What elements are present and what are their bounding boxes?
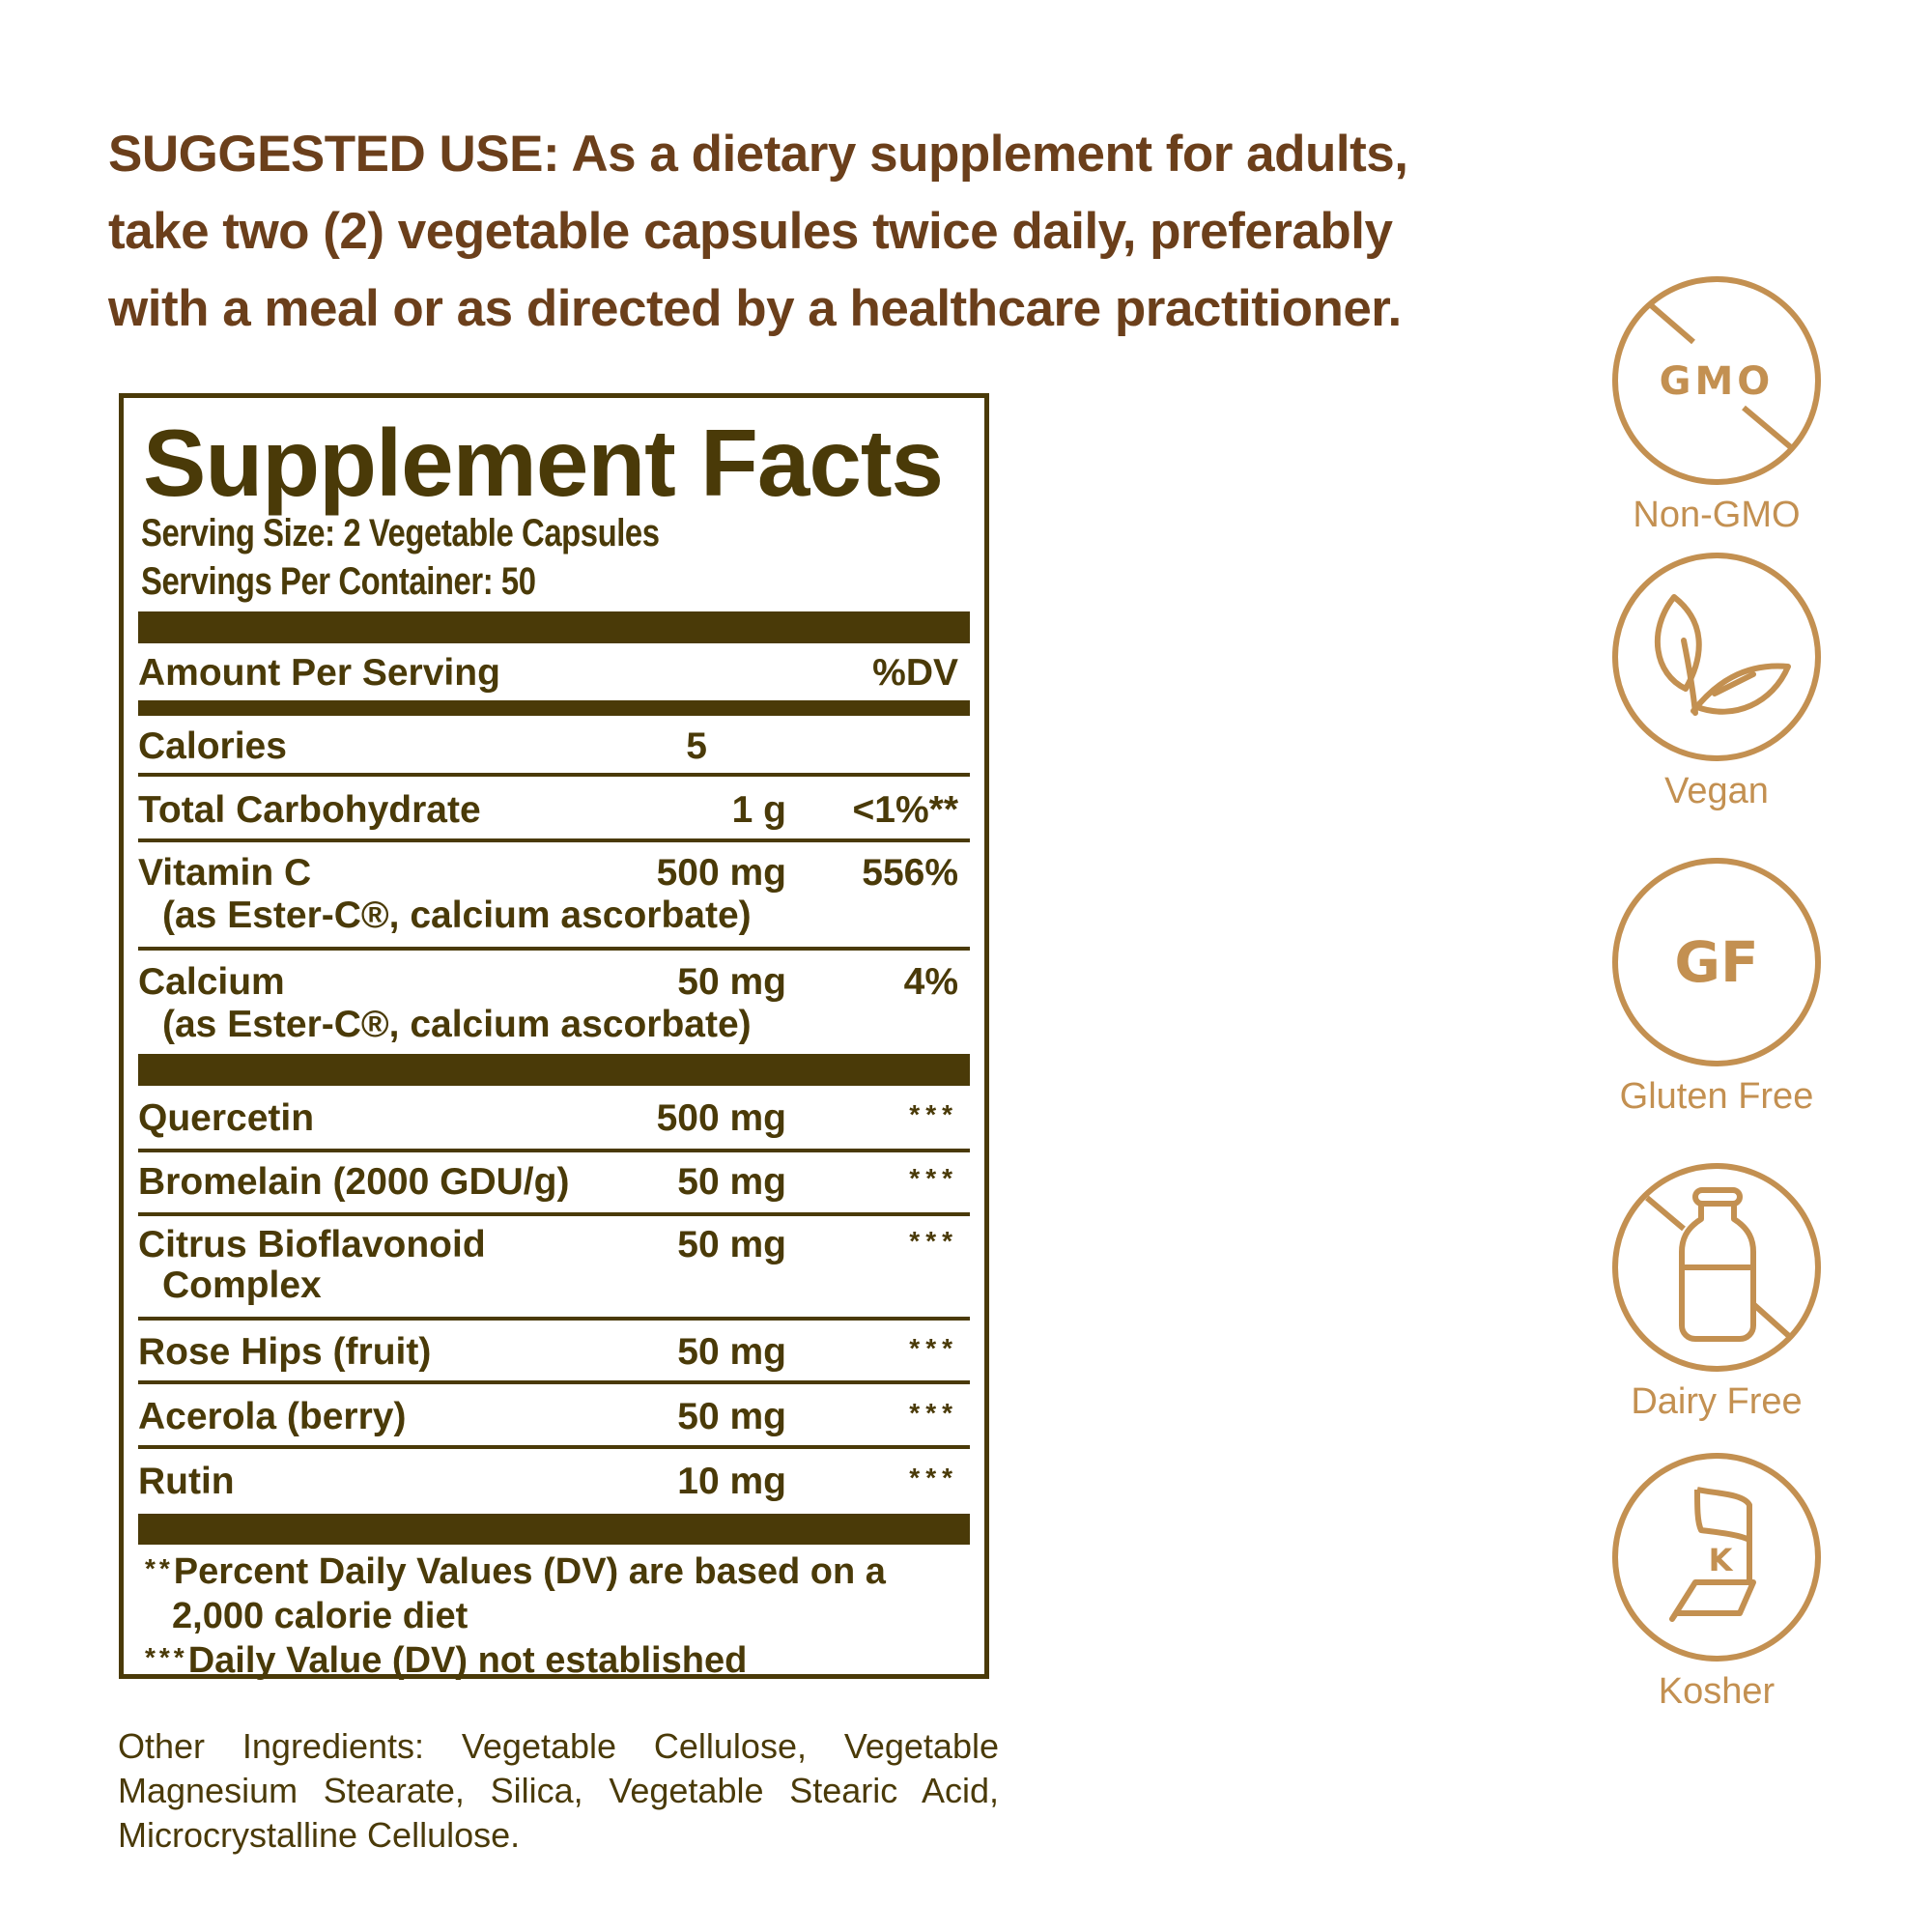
thick-divider: [138, 1054, 970, 1086]
ingredient-name: Rose Hips (fruit): [138, 1331, 432, 1373]
supplement-facts-panel: Supplement Facts Serving Size: 2 Vegetab…: [119, 393, 989, 1682]
row-divider: [138, 1380, 970, 1384]
badge-kosher: K Kosher: [1608, 1449, 1825, 1713]
footnote-dv-basis-cont: 2,000 calorie diet: [172, 1596, 469, 1636]
nutrient-amount: 1 g: [731, 789, 786, 831]
header-row: Amount Per Serving %DV: [138, 644, 970, 702]
row-divider: [138, 773, 970, 777]
row-divider: [138, 1317, 970, 1321]
ingredient-dv: ***: [909, 1398, 958, 1428]
gluten-free-icon: GF: [1612, 858, 1821, 1066]
svg-text:GF: GF: [1674, 929, 1758, 995]
table-row: Acerola (berry) 50 mg ***: [138, 1388, 970, 1446]
nutrient-name: Calcium: [138, 961, 285, 1003]
badge-label: Non-GMO: [1633, 495, 1801, 535]
nutrient-name: Vitamin C: [138, 852, 312, 894]
badge-label: Kosher: [1658, 1671, 1776, 1712]
servings-per-container: Servings Per Container: 50: [141, 560, 536, 603]
table-row: Calcium (as Ester-C®, calcium ascorbate)…: [138, 955, 970, 1062]
ingredient-amount: 500 mg: [656, 1097, 786, 1139]
badge-non-gmo: GMO Non-GMO: [1608, 272, 1825, 536]
footnote-text: Percent Daily Values (DV) are based on a: [173, 1551, 886, 1592]
ingredient-dv: ***: [909, 1226, 958, 1256]
nutrient-amount: 5: [686, 725, 707, 767]
ingredient-name: Acerola (berry): [138, 1396, 407, 1437]
nutrient-amount: 50 mg: [677, 961, 786, 1003]
table-row: Total Carbohydrate 1 g <1%**: [138, 781, 970, 839]
badge-label: Dairy Free: [1631, 1381, 1803, 1422]
ingredient-dv: ***: [909, 1333, 958, 1363]
ingredient-amount: 50 mg: [677, 1161, 786, 1203]
nutrient-dv: <1%**: [852, 789, 959, 831]
badge-label: Gluten Free: [1619, 1076, 1814, 1117]
ingredient-dv: ***: [909, 1463, 958, 1492]
row-divider: [138, 838, 970, 842]
suggested-use-line: with a meal or as directed by a healthca…: [108, 280, 1402, 337]
vegan-leaf-icon: [1612, 553, 1821, 761]
ingredient-amount: 50 mg: [677, 1396, 786, 1437]
row-divider: [138, 947, 970, 951]
footnote-dv-basis: **Percent Daily Values (DV) are based on…: [145, 1551, 886, 1593]
badge-dairy-free: Dairy Free: [1608, 1159, 1825, 1423]
table-row: Vitamin C (as Ester-C®, calcium ascorbat…: [138, 846, 970, 952]
table-row: Rose Hips (fruit) 50 mg ***: [138, 1323, 970, 1381]
non-gmo-icon: GMO: [1612, 276, 1821, 485]
footnote-marker: ***: [145, 1642, 188, 1672]
ingredient-dv: ***: [909, 1099, 958, 1129]
thick-divider: [138, 1514, 970, 1545]
serving-size: Serving Size: 2 Vegetable Capsules: [141, 512, 660, 554]
footnote-dv-not-established: ***Daily Value (DV) not established: [145, 1640, 747, 1682]
table-row: Citrus Bioflavonoid Complex 50 mg ***: [138, 1219, 970, 1321]
table-row: Bromelain (2000 GDU/g) 50 mg ***: [138, 1153, 970, 1211]
kosher-icon: K: [1612, 1453, 1821, 1662]
suggested-use-line: SUGGESTED USE: As a dietary supplement f…: [108, 126, 1408, 183]
table-row: Rutin 10 mg ***: [138, 1453, 970, 1511]
medium-divider: [138, 700, 970, 716]
amount-per-serving-label: Amount Per Serving: [138, 652, 500, 694]
ingredient-name-cont: Complex: [162, 1264, 322, 1306]
nutrient-source: (as Ester-C®, calcium ascorbate): [162, 895, 752, 936]
nutrient-dv: 4%: [903, 961, 958, 1003]
nutrient-source: (as Ester-C®, calcium ascorbate): [162, 1004, 752, 1045]
nutrient-amount: 500 mg: [656, 852, 786, 894]
ingredient-name: Bromelain (2000 GDU/g): [138, 1161, 570, 1203]
ingredient-name: Rutin: [138, 1461, 235, 1502]
table-row: Quercetin 500 mg ***: [138, 1090, 970, 1148]
nutrient-name: Calories: [138, 725, 287, 767]
row-divider: [138, 1212, 970, 1216]
ingredient-name: Citrus Bioflavonoid: [138, 1224, 486, 1265]
table-row: Calories 5: [138, 718, 970, 776]
nutrient-dv: 556%: [862, 852, 958, 894]
ingredient-name: Quercetin: [138, 1097, 315, 1139]
suggested-use-line: take two (2) vegetable capsules twice da…: [108, 203, 1393, 260]
footnote-text: Daily Value (DV) not established: [187, 1640, 748, 1681]
footnote-marker: **: [145, 1553, 174, 1583]
nutrient-name: Total Carbohydrate: [138, 789, 481, 831]
row-divider: [138, 1149, 970, 1152]
dv-header-label: %DV: [872, 652, 958, 694]
badge-vegan: Vegan: [1608, 549, 1825, 812]
row-divider: [138, 1445, 970, 1449]
suggested-use-text: SUGGESTED USE: As a dietary supplement f…: [108, 116, 1538, 348]
dairy-free-bottle-icon: [1612, 1163, 1821, 1372]
ingredient-amount: 50 mg: [677, 1331, 786, 1373]
svg-text:GMO: GMO: [1660, 359, 1775, 404]
thick-divider: [138, 611, 970, 643]
panel-title: Supplement Facts: [143, 410, 944, 516]
badge-gluten-free: GF Gluten Free: [1608, 854, 1825, 1118]
other-ingredients: Other Ingredients: Vegetable Cellulose, …: [118, 1726, 999, 1855]
badge-label: Vegan: [1664, 771, 1769, 811]
ingredient-dv: ***: [909, 1163, 958, 1193]
ingredient-amount: 50 mg: [677, 1224, 786, 1265]
svg-text:K: K: [1709, 1542, 1734, 1578]
ingredient-amount: 10 mg: [677, 1461, 786, 1502]
